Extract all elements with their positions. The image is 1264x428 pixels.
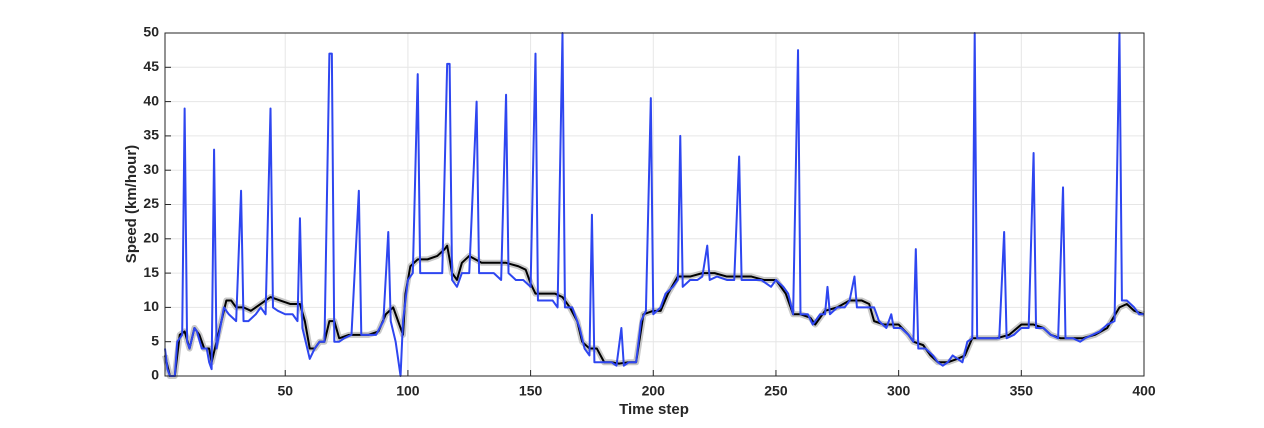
x-tick-label: 100 [396, 383, 420, 399]
y-tick-label: 30 [143, 161, 159, 177]
x-tick-label: 400 [1132, 383, 1156, 399]
x-tick-label: 250 [764, 383, 788, 399]
x-tick-label: 200 [642, 383, 666, 399]
y-tick-label: 0 [151, 367, 159, 383]
y-tick-label: 25 [143, 195, 159, 211]
lines [162, 32, 1145, 379]
x-tick-label: 50 [277, 383, 293, 399]
y-axis-label: Speed (km/hour) [123, 145, 140, 263]
y-tick-label: 50 [143, 24, 159, 40]
y-tick-label: 45 [143, 58, 159, 74]
x-tick-label: 350 [1010, 383, 1034, 399]
ticks: 50 100 150 200 250 300 350 400 0 5 10 15 20 25 30 35 40 4… [143, 24, 1155, 399]
y-tick-label: 35 [143, 127, 159, 143]
x-axis-label: Time step [619, 401, 689, 418]
x-tick-label: 150 [519, 383, 543, 399]
x-tick-label: 300 [887, 383, 911, 399]
y-tick-label: 15 [143, 264, 159, 280]
line-series [164, 32, 1144, 377]
y-tick-label: 10 [143, 298, 159, 314]
y-tick-label: 5 [151, 332, 159, 348]
y-tick-label: 20 [143, 230, 159, 246]
y-tick-label: 40 [143, 92, 159, 108]
